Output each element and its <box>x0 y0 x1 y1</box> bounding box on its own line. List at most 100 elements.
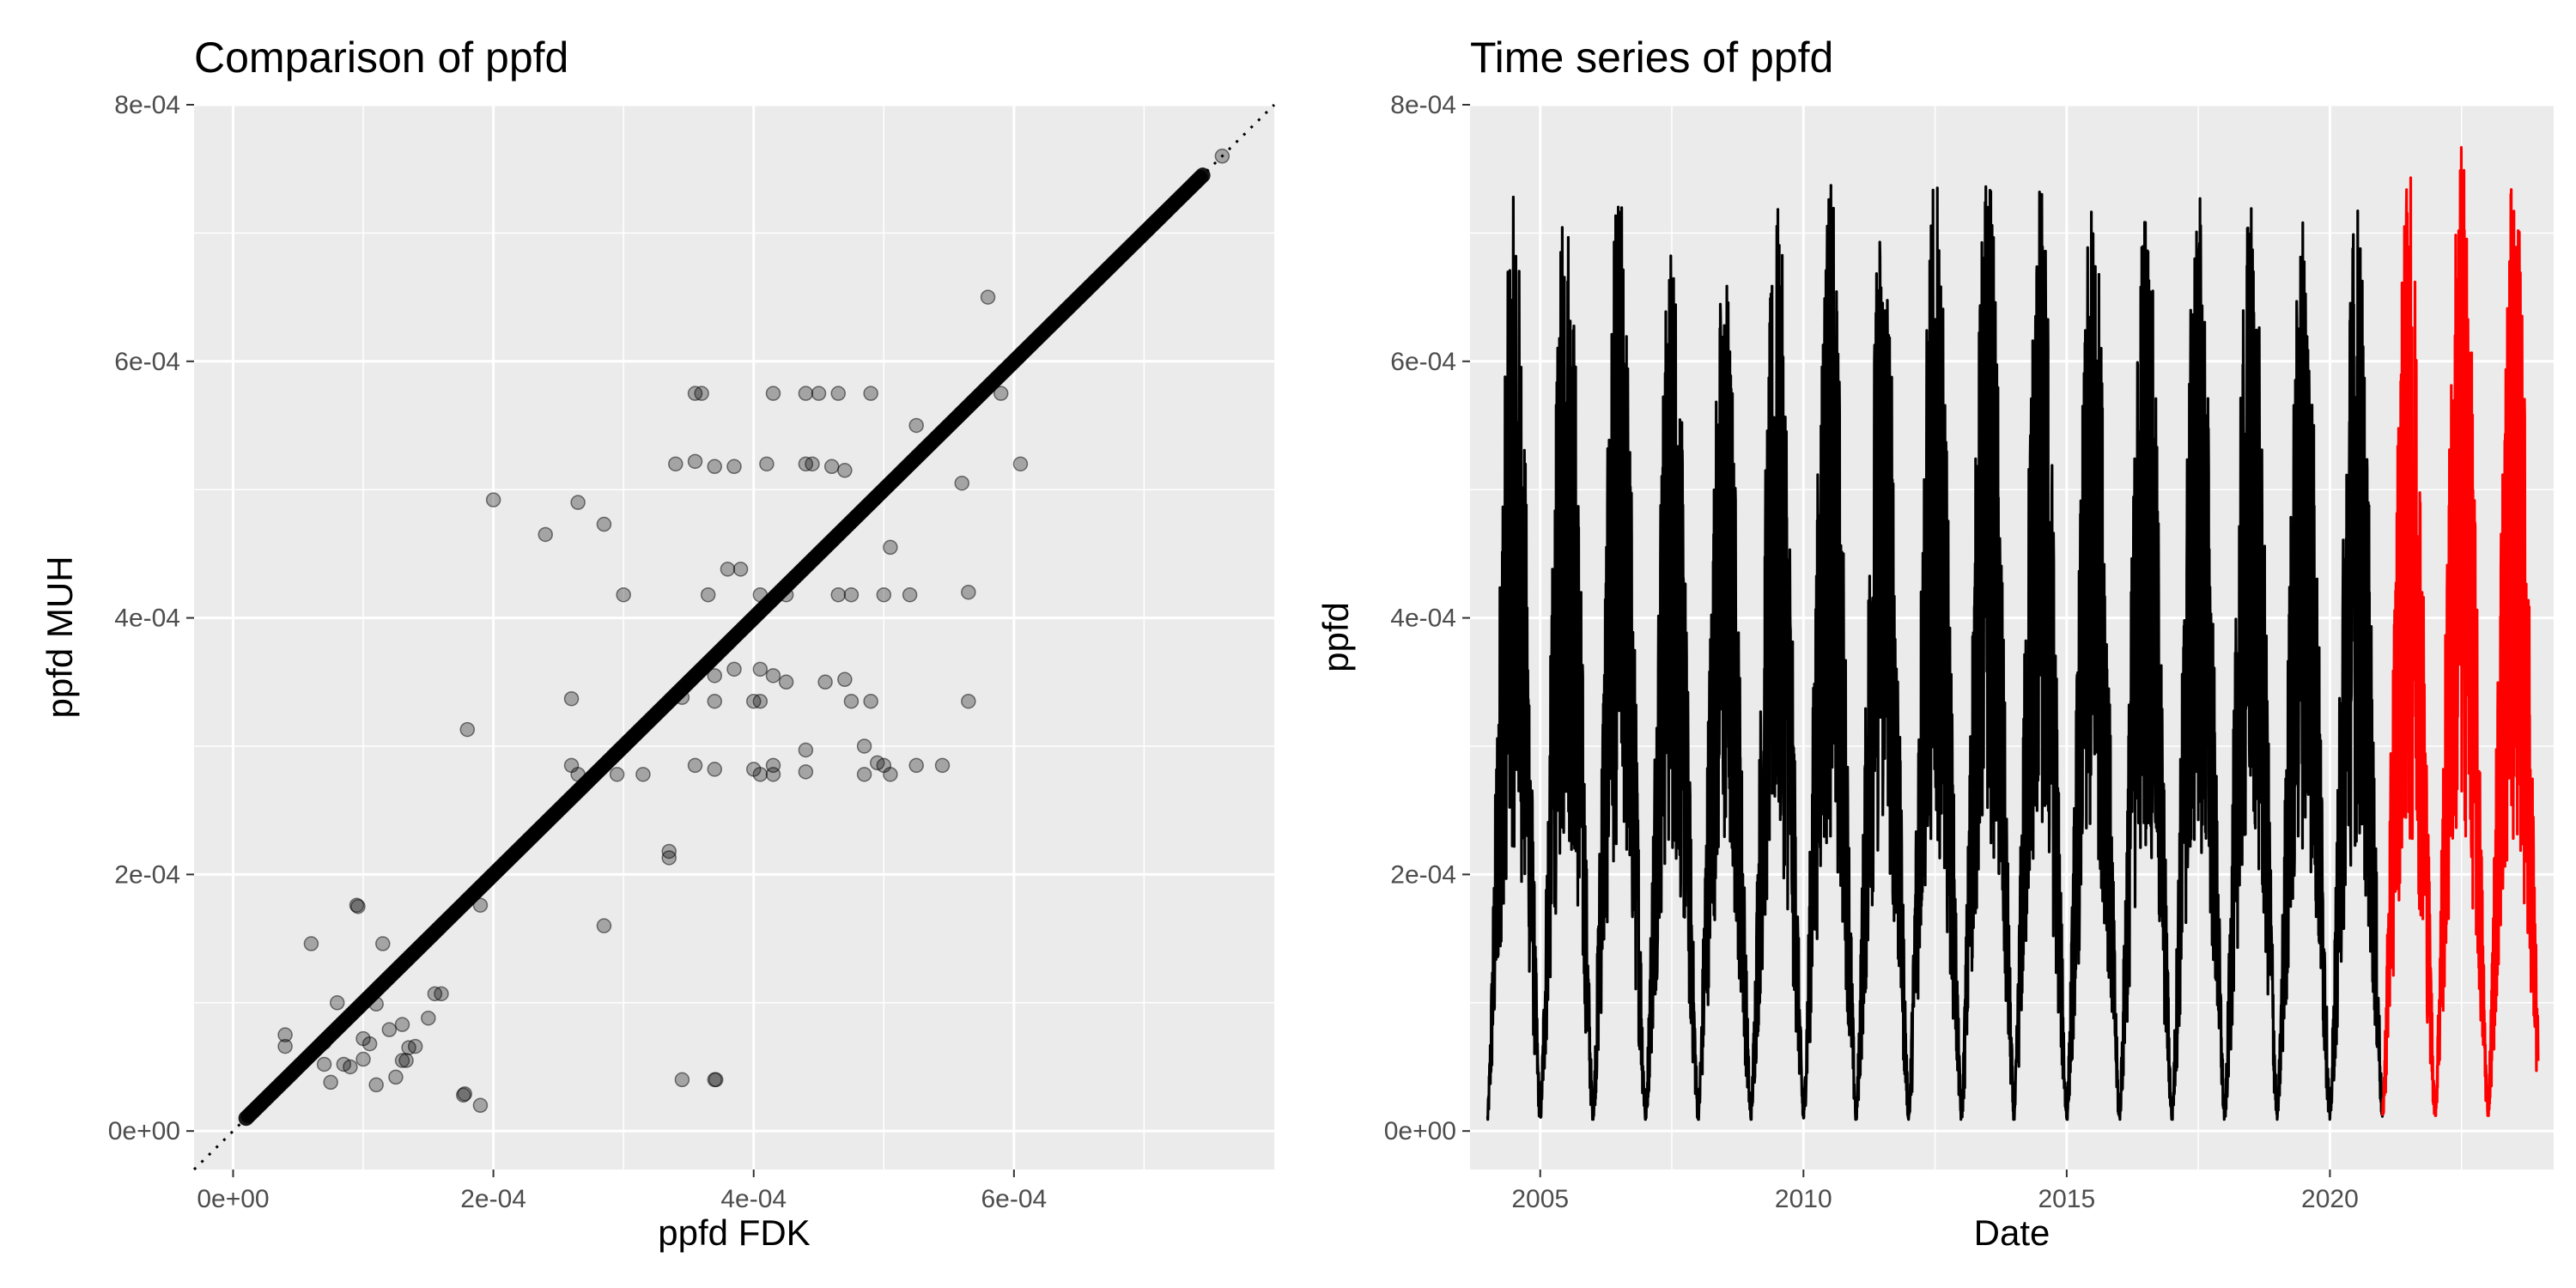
scatter-point <box>303 936 319 951</box>
scatter-point <box>316 1056 332 1072</box>
scatter-point <box>343 1059 358 1075</box>
scatter-point <box>908 757 924 774</box>
scatter-point <box>817 674 833 690</box>
scatter-point <box>394 1017 410 1032</box>
scatter-point <box>856 738 872 754</box>
timeseries-line-black <box>1485 184 2385 1121</box>
scatter-point <box>277 1027 293 1042</box>
scatter-point <box>883 539 898 556</box>
timeseries-x-tick-label: 2020 <box>2301 1185 2359 1213</box>
scatter-point <box>668 456 683 472</box>
scatter-point <box>381 1022 398 1037</box>
scatter-point <box>843 693 860 709</box>
scatter-diagonal-point <box>1194 167 1211 184</box>
scatter-point <box>883 767 898 782</box>
scatter-point <box>674 690 690 705</box>
timeseries-x-tick-label: 2015 <box>2038 1185 2095 1213</box>
scatter-point <box>765 386 781 401</box>
scatter-point <box>1045 315 1061 331</box>
timeseries-y-tick-label: 6e-04 <box>1390 348 1456 376</box>
scatter-point <box>609 767 625 782</box>
scatter-point <box>830 586 847 603</box>
scatter-point <box>700 586 716 603</box>
scatter-point <box>837 671 853 688</box>
scatter-point <box>661 850 677 866</box>
scatter-point <box>375 936 391 951</box>
scatter-point <box>798 386 814 401</box>
scatter-point <box>616 586 631 603</box>
scatter-point <box>1214 149 1230 164</box>
scatter-point <box>323 1074 338 1091</box>
timeseries-y-ticks: 0e+00 2e-04 4e-04 6e-04 8e-04 <box>1384 91 1470 1145</box>
timeseries-y-tick-label: 8e-04 <box>1390 91 1456 119</box>
scatter-x-axis-title: ppfd FDK <box>658 1212 810 1253</box>
scatter-point <box>1012 456 1029 472</box>
scatter-title: Comparison of ppfd <box>194 33 568 82</box>
scatter-point <box>902 586 918 603</box>
scatter-point <box>720 562 736 577</box>
scatter-x-tick-label: 6e-04 <box>981 1185 1048 1213</box>
scatter-point <box>856 767 872 782</box>
scatter-point <box>934 757 951 774</box>
scatter-point <box>472 1097 489 1114</box>
scatter-point <box>980 289 996 305</box>
scatter-point <box>459 721 476 738</box>
scatter-x-tick-label: 4e-04 <box>720 1185 787 1213</box>
scatter-point <box>745 693 762 709</box>
timeseries-x-tick-label: 2010 <box>1775 1185 1832 1213</box>
scatter-point <box>687 453 703 470</box>
scatter-y-tick-label: 8e-04 <box>114 91 180 119</box>
scatter-point <box>708 1072 724 1088</box>
scatter-y-tick-label: 2e-04 <box>114 860 180 889</box>
scatter-point <box>407 1038 423 1054</box>
scatter-point <box>394 1053 410 1068</box>
scatter-point <box>954 475 969 491</box>
scatter-point <box>778 586 794 603</box>
scatter-x-tick-label: 2e-04 <box>460 1185 526 1213</box>
scatter-point <box>368 996 384 1012</box>
scatter-point <box>329 995 345 1011</box>
scatter-point <box>570 495 586 510</box>
timeseries-y-tick-label: 2e-04 <box>1390 860 1456 889</box>
scatter-point <box>355 1051 371 1067</box>
scatter-point <box>752 661 769 677</box>
scatter-point <box>694 386 709 401</box>
scatter-point <box>805 456 820 472</box>
scatter-point <box>837 463 853 478</box>
scatter-point <box>674 1072 690 1088</box>
scatter-point <box>908 417 924 434</box>
scatter-point <box>798 742 814 758</box>
scatter-panel: Comparison of ppfd 0e+00 2e-04 4e-04 6e-04 … <box>39 33 1276 1253</box>
scatter-point <box>316 1035 332 1050</box>
scatter-point <box>455 1087 471 1103</box>
scatter-point <box>726 661 742 677</box>
scatter-point <box>707 762 723 777</box>
scatter-point <box>752 586 769 603</box>
scatter-point <box>876 586 892 603</box>
scatter-y-ticks: 0e+00 2e-04 4e-04 6e-04 8e-04 <box>108 91 194 1145</box>
scatter-point <box>993 386 1009 401</box>
scatter-point <box>538 526 553 543</box>
scatter-point <box>732 562 749 577</box>
timeseries-y-tick-label: 0e+00 <box>1384 1117 1456 1145</box>
scatter-point <box>765 767 781 782</box>
timeseries-x-ticks: 2005 2010 2015 2020 <box>1511 1170 2359 1213</box>
scatter-point <box>765 668 781 683</box>
timeseries-y-axis-title: ppfd <box>1315 602 1356 672</box>
scatter-point <box>752 767 769 782</box>
scatter-point <box>707 459 723 475</box>
scatter-y-tick-label: 0e+00 <box>108 1117 180 1145</box>
scatter-gridlines <box>194 103 1274 1170</box>
timeseries-line-red <box>2381 146 2540 1117</box>
scatter-point <box>759 456 775 472</box>
scatter-y-tick-label: 4e-04 <box>114 605 180 633</box>
scatter-point <box>843 586 860 603</box>
timeseries-x-tick-label: 2005 <box>1511 1185 1569 1213</box>
scatter-point <box>570 767 586 782</box>
scatter-point <box>388 1069 404 1085</box>
scatter-point <box>863 693 878 709</box>
timeseries-x-axis-title: Date <box>1974 1212 2050 1253</box>
scatter-point <box>778 674 794 690</box>
timeseries-title: Time series of ppfd <box>1470 33 1833 82</box>
